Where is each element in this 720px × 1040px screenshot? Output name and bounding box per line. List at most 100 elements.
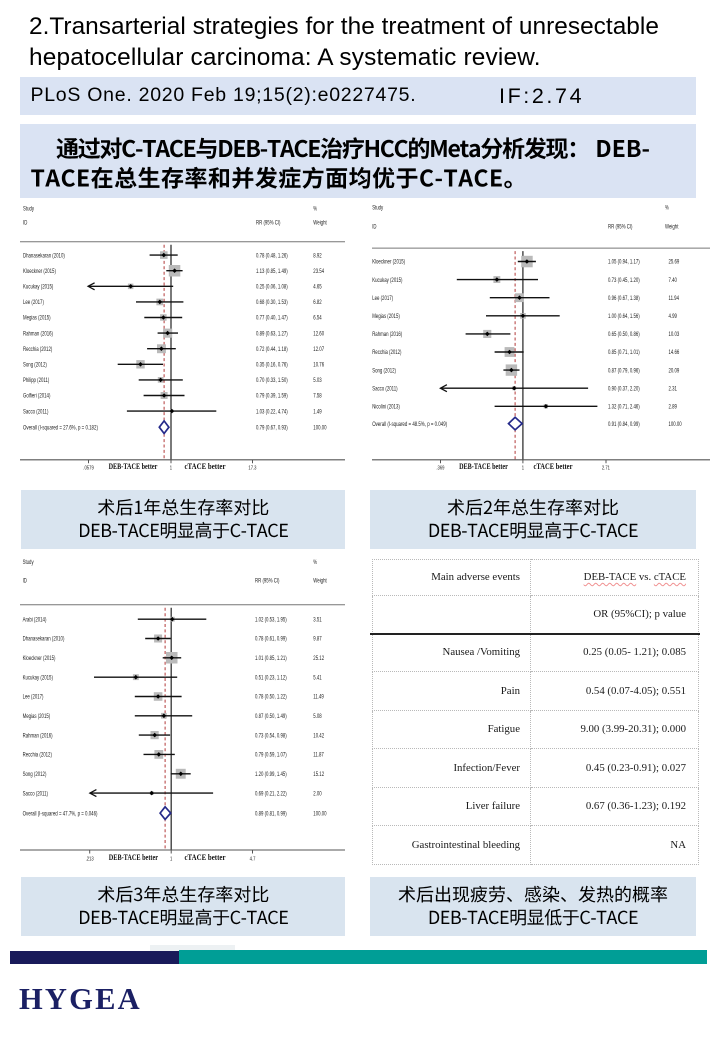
svg-text:7.40: 7.40 <box>669 278 678 284</box>
svg-text:Sacco (2011): Sacco (2011) <box>23 791 48 797</box>
svg-text:10.76: 10.76 <box>313 363 324 369</box>
svg-text:0.73 (0.54, 0.98): 0.73 (0.54, 0.98) <box>255 733 287 739</box>
svg-text:0.51 (0.23, 1.12): 0.51 (0.23, 1.12) <box>255 675 287 681</box>
svg-text:Song (2012): Song (2012) <box>23 363 47 369</box>
svg-text:Kloeckner (2015): Kloeckner (2015) <box>372 260 405 266</box>
svg-text:0.70 (0.33, 1.50): 0.70 (0.33, 1.50) <box>256 378 288 384</box>
svg-text:1.03 (0.22, 4.74): 1.03 (0.22, 4.74) <box>256 409 288 415</box>
svg-text:25.12: 25.12 <box>313 656 324 662</box>
svg-text:0.78 (0.61, 0.99): 0.78 (0.61, 0.99) <box>255 637 287 643</box>
svg-text:Study: Study <box>23 560 34 566</box>
svg-text:0.79 (0.59, 1.07): 0.79 (0.59, 1.07) <box>255 753 287 759</box>
svg-text:2.89: 2.89 <box>669 405 678 411</box>
svg-text:0.85 (0.71, 1.01): 0.85 (0.71, 1.01) <box>608 350 640 356</box>
svg-text:ID: ID <box>372 225 377 231</box>
svg-text:8.92: 8.92 <box>313 253 322 259</box>
svg-text:1.20 (0.99, 1.45): 1.20 (0.99, 1.45) <box>255 772 287 778</box>
svg-text:25.69: 25.69 <box>669 260 680 266</box>
svg-text:Dhanasekaran (2010): Dhanasekaran (2010) <box>23 253 65 259</box>
svg-text:4.99: 4.99 <box>669 314 678 320</box>
svg-text:Rahman (2016): Rahman (2016) <box>23 331 53 337</box>
svg-text:0.89 (0.81, 0.99): 0.89 (0.81, 0.99) <box>255 811 287 817</box>
svg-text:10.03: 10.03 <box>669 332 680 338</box>
svg-text:2.31: 2.31 <box>669 386 678 392</box>
svg-text:9.87: 9.87 <box>313 637 322 643</box>
svg-text:Study: Study <box>23 207 34 213</box>
svg-text:Song (2012): Song (2012) <box>23 772 47 778</box>
svg-text:15.12: 15.12 <box>313 772 324 778</box>
svg-text:0.78 (0.50, 1.22): 0.78 (0.50, 1.22) <box>255 695 287 701</box>
svg-text:0.91 (0.84, 0.99): 0.91 (0.84, 0.99) <box>608 422 640 428</box>
svg-text:Kucukay (2015): Kucukay (2015) <box>23 675 53 681</box>
svg-text:7.58: 7.58 <box>313 394 322 400</box>
svg-text:1: 1 <box>170 466 172 472</box>
svg-text:cTACE better: cTACE better <box>185 852 226 862</box>
svg-text:Overall (I-squared = 47.7%, p: Overall (I-squared = 47.7%, p = 0.046) <box>23 811 98 817</box>
svg-text:Weight: Weight <box>313 221 327 227</box>
svg-text:0.73 (0.45, 1.20): 0.73 (0.45, 1.20) <box>608 278 640 284</box>
svg-text:23.54: 23.54 <box>313 269 324 275</box>
svg-text:ID: ID <box>23 221 28 227</box>
svg-text:Rahman (2016): Rahman (2016) <box>23 733 53 739</box>
svg-text:11.87: 11.87 <box>313 753 324 759</box>
svg-text:1.49: 1.49 <box>313 409 322 415</box>
svg-text:1.02 (0.53, 1.95): 1.02 (0.53, 1.95) <box>255 617 287 623</box>
svg-text:0.35 (0.16, 0.76): 0.35 (0.16, 0.76) <box>256 363 288 369</box>
svg-text:Rahman (2016): Rahman (2016) <box>372 332 402 338</box>
svg-text:Song (2012): Song (2012) <box>372 368 396 374</box>
svg-text:RR (95% CI): RR (95% CI) <box>255 578 280 584</box>
svg-text:0.89 (0.63, 1.27): 0.89 (0.63, 1.27) <box>256 331 288 337</box>
svg-text:Lee (2017): Lee (2017) <box>23 695 44 701</box>
svg-text:0.79 (0.67, 0.93): 0.79 (0.67, 0.93) <box>256 425 288 431</box>
svg-text:12.60: 12.60 <box>313 331 324 337</box>
svg-text:1.05 (0.94, 1.17): 1.05 (0.94, 1.17) <box>608 260 640 266</box>
svg-text:0.25 (0.06, 1.08): 0.25 (0.06, 1.08) <box>256 285 288 291</box>
svg-text:17.3: 17.3 <box>248 466 256 472</box>
svg-text:100.00: 100.00 <box>313 811 327 817</box>
svg-text:Philipp (2011): Philipp (2011) <box>23 378 49 384</box>
svg-text:0.87 (0.79, 0.96): 0.87 (0.79, 0.96) <box>608 368 640 374</box>
svg-text:6.82: 6.82 <box>313 300 322 306</box>
svg-text:5.41: 5.41 <box>313 675 322 681</box>
svg-text:Study: Study <box>372 206 383 212</box>
svg-text:Recchia (2012): Recchia (2012) <box>23 347 52 353</box>
svg-text:.369: .369 <box>436 465 444 471</box>
svg-text:0.69 (0.21, 2.22): 0.69 (0.21, 2.22) <box>255 791 287 797</box>
svg-text:0.68 (0.30, 1.53): 0.68 (0.30, 1.53) <box>256 300 288 306</box>
svg-text:4.7: 4.7 <box>250 857 256 863</box>
svg-text:1.13 (0.85, 1.49): 1.13 (0.85, 1.49) <box>256 269 288 275</box>
svg-text:1.00 (0.64, 1.56): 1.00 (0.64, 1.56) <box>608 314 640 320</box>
svg-text:5.08: 5.08 <box>313 714 322 720</box>
svg-text:5.03: 5.03 <box>313 378 322 384</box>
svg-text:0.87 (0.50, 1.49): 0.87 (0.50, 1.49) <box>255 714 287 720</box>
svg-text:14.66: 14.66 <box>669 350 680 356</box>
svg-text:2.00: 2.00 <box>313 791 322 797</box>
svg-text:0.96 (0.67, 1.38): 0.96 (0.67, 1.38) <box>608 296 640 302</box>
svg-text:Sacco (2011): Sacco (2011) <box>23 409 48 415</box>
svg-text:Recchia (2012): Recchia (2012) <box>372 350 401 356</box>
svg-text:0.90 (0.37, 2.20): 0.90 (0.37, 2.20) <box>608 386 640 392</box>
svg-text:Megias (2015): Megias (2015) <box>23 316 51 322</box>
svg-text:Sacco (2011): Sacco (2011) <box>372 386 397 392</box>
svg-text:Kucukay (2015): Kucukay (2015) <box>23 285 53 291</box>
svg-text:1: 1 <box>522 465 524 471</box>
svg-text:Lee (2017): Lee (2017) <box>372 296 393 302</box>
svg-text:Weight: Weight <box>665 225 679 231</box>
svg-text:Kloeckner (2015): Kloeckner (2015) <box>23 269 56 275</box>
svg-text:DEB-TACE better: DEB-TACE better <box>109 852 158 862</box>
svg-text:Megias (2015): Megias (2015) <box>372 314 400 320</box>
svg-text:DEB-TACE better: DEB-TACE better <box>109 461 158 471</box>
svg-text:Kloeckner (2015): Kloeckner (2015) <box>23 656 56 662</box>
svg-text:cTACE better: cTACE better <box>185 461 226 471</box>
svg-text:Arabi (2014): Arabi (2014) <box>23 617 47 623</box>
svg-text:10.42: 10.42 <box>313 733 324 739</box>
svg-text:0.72 (0.44, 1.18): 0.72 (0.44, 1.18) <box>256 347 288 353</box>
svg-text:1: 1 <box>170 857 172 863</box>
svg-text:0.65 (0.50, 0.86): 0.65 (0.50, 0.86) <box>608 332 640 338</box>
svg-text:Weight: Weight <box>313 578 327 584</box>
svg-text:100.00: 100.00 <box>669 422 683 428</box>
svg-text:12.07: 12.07 <box>313 347 324 353</box>
svg-text:RR (95% CI): RR (95% CI) <box>256 221 281 227</box>
svg-text:Golfieri (2014): Golfieri (2014) <box>23 394 50 400</box>
svg-text:RR (95% CI): RR (95% CI) <box>608 225 633 231</box>
